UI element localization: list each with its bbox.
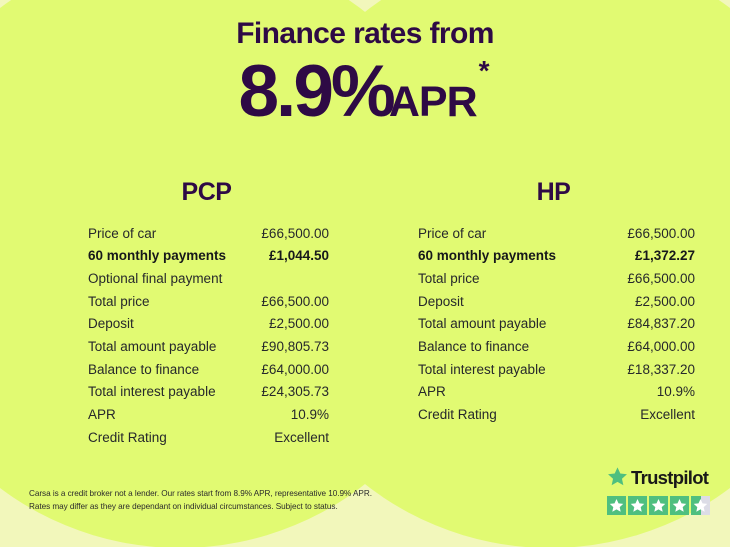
plan-row-label: APR xyxy=(418,384,446,400)
plan-row-value: £64,000.00 xyxy=(261,361,329,377)
plan-row: APR 10.9% xyxy=(88,404,329,427)
plan-row: 60 monthly payments £1,372.27 xyxy=(418,245,695,268)
plan-row-label: Total price xyxy=(418,270,480,286)
plan-title-pcp: PCP xyxy=(181,178,232,206)
plan-row-label: 60 monthly payments xyxy=(88,248,227,264)
plan-row-value: £64,000.00 xyxy=(627,339,695,355)
plan-row: APR 10.9% xyxy=(418,381,695,404)
plan-row-label: Credit Rating xyxy=(88,429,167,445)
headline-rate-row: 8.9%APR* xyxy=(0,49,730,128)
trustpilot-widget[interactable]: Trustpilot xyxy=(607,466,710,515)
star-icon xyxy=(607,466,628,491)
plan-row-value: Excellent xyxy=(640,407,695,423)
plan-row-value: 10.9% xyxy=(290,407,329,423)
plan-row-value: £18,337.20 xyxy=(627,361,695,377)
plan-row: Total price £66,500.00 xyxy=(88,290,329,313)
plan-row: Deposit £2,500.00 xyxy=(418,290,695,313)
plan-row-label: Optional final payment xyxy=(88,270,223,286)
plan-row: Total interest payable £24,305.73 xyxy=(88,381,329,404)
headline-apr-label: APR xyxy=(388,78,478,126)
trustpilot-wordmark: Trustpilot xyxy=(607,466,710,491)
plan-row-value: £1,044.50 xyxy=(268,248,329,264)
trustpilot-star xyxy=(670,496,689,515)
plan-row-value: £66,500.00 xyxy=(261,293,329,309)
disclaimer-line-1: Carsa is a credit broker not a lender. O… xyxy=(29,489,372,498)
plan-row: Deposit £2,500.00 xyxy=(88,313,329,336)
plan-row-value: £66,500.00 xyxy=(261,225,329,241)
plan-row: Price of car £66,500.00 xyxy=(88,222,329,245)
plan-row-value: £1,372.27 xyxy=(634,248,695,264)
plan-row-label: 60 monthly payments xyxy=(418,248,557,264)
plan-rows-pcp: Price of car £66,500.00 60 monthly payment… xyxy=(88,222,329,449)
plan-row-value: £24,305.73 xyxy=(261,384,329,400)
plan-row: Total amount payable £90,805.73 xyxy=(88,335,329,358)
trustpilot-name: Trustpilot xyxy=(631,467,709,489)
headline-kicker: Finance rates from xyxy=(236,17,494,50)
plan-row-label: Price of car xyxy=(88,225,157,241)
finance-plans-container: PCP Price of car £66,500.00 60 monthly pay… xyxy=(0,180,730,449)
plan-row-value: £2,500.00 xyxy=(634,293,695,309)
plan-row-label: Balance to finance xyxy=(88,361,200,377)
plan-row-label: Total price xyxy=(88,293,150,309)
plan-row-value: £66,500.00 xyxy=(627,270,695,286)
plan-row-label: Deposit xyxy=(88,316,134,332)
trustpilot-star xyxy=(691,496,710,515)
plan-row: Optional final payment xyxy=(88,267,329,290)
plan-row-label: Price of car xyxy=(418,225,487,241)
plan-row-label: Credit Rating xyxy=(418,407,497,423)
plan-row-label: Total amount payable xyxy=(88,339,217,355)
plan-row-label: Total interest payable xyxy=(88,384,216,400)
plan-row: Credit Rating Excellent xyxy=(88,426,329,449)
plan-row: Total amount payable £84,837.20 xyxy=(418,313,695,336)
plan-card-hp: HP Price of car £66,500.00 60 monthly paym… xyxy=(365,180,730,449)
plan-title-hp: HP xyxy=(536,178,571,206)
headline-asterisk: * xyxy=(478,55,490,86)
plan-row-value: £66,500.00 xyxy=(627,225,695,241)
plan-row: Total price £66,500.00 xyxy=(418,267,695,290)
plan-row: Credit Rating Excellent xyxy=(418,404,695,427)
plan-row: Price of car £66,500.00 xyxy=(418,222,695,245)
plan-row-label: APR xyxy=(88,407,116,423)
plan-row: Balance to finance £64,000.00 xyxy=(88,358,329,381)
plan-rows-hp: Price of car £66,500.00 60 monthly payment… xyxy=(418,222,695,426)
disclaimer-text: Carsa is a credit broker not a lender. O… xyxy=(29,487,459,514)
plan-row: Total interest payable £18,337.20 xyxy=(418,358,695,381)
plan-row-label: Total interest payable xyxy=(418,361,546,377)
plan-row: Balance to finance £64,000.00 xyxy=(418,335,695,358)
plan-row-value: 10.9% xyxy=(656,384,695,400)
plan-row-value: £90,805.73 xyxy=(261,339,329,355)
plan-row-label: Deposit xyxy=(418,293,464,309)
plan-row-label: Balance to finance xyxy=(418,339,530,355)
headline-rate-value: 8.9% xyxy=(238,51,395,132)
plan-row-value: £2,500.00 xyxy=(268,316,329,332)
trustpilot-star xyxy=(649,496,668,515)
headline-block: Finance rates from 8.9%APR* xyxy=(0,0,730,129)
trustpilot-star-rating xyxy=(607,496,710,515)
plan-row-value: Excellent xyxy=(274,429,329,445)
plan-card-pcp: PCP Price of car £66,500.00 60 monthly pay… xyxy=(0,180,365,449)
trustpilot-star xyxy=(607,496,626,515)
plan-row: 60 monthly payments £1,044.50 xyxy=(88,245,329,268)
trustpilot-star xyxy=(628,496,647,515)
disclaimer-line-2: Rates may differ as they are dependant o… xyxy=(29,502,338,512)
plan-row-label: Total amount payable xyxy=(418,316,547,332)
plan-row-value: £84,837.20 xyxy=(627,316,695,332)
